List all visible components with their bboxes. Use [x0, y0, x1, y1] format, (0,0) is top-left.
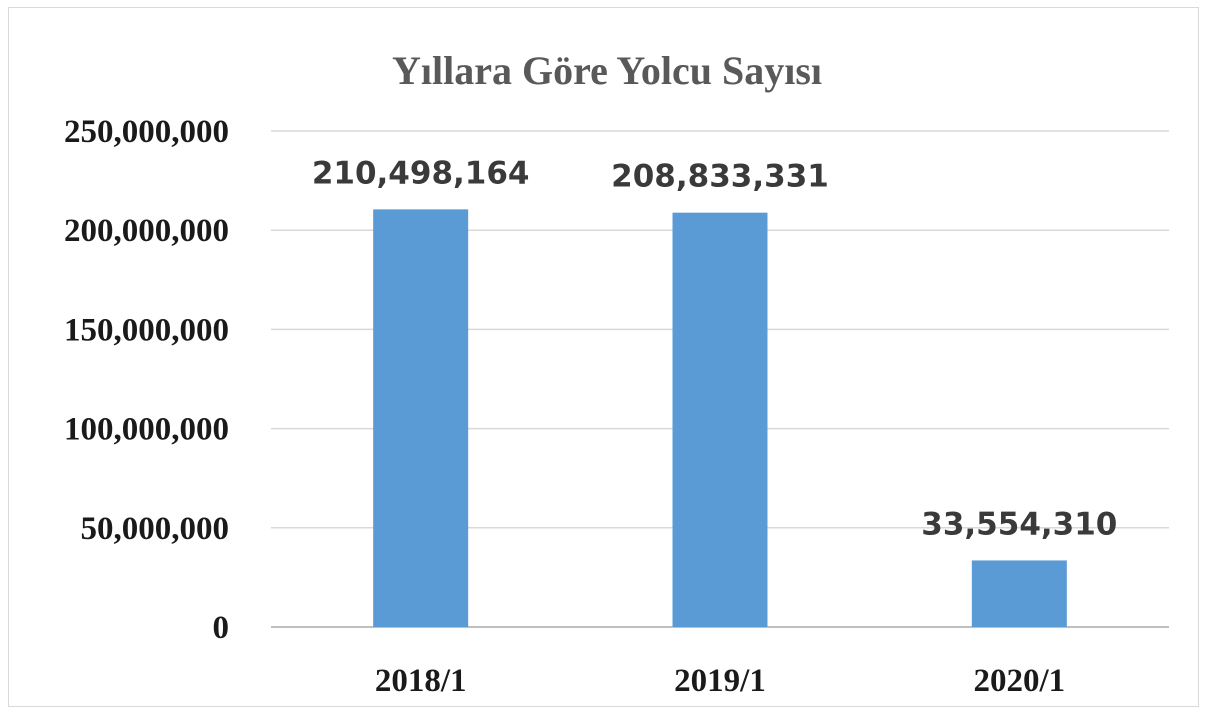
- x-tick-label: 2018/1: [375, 663, 467, 699]
- chart-title: Yıllara Göre Yolcu Sayısı: [392, 48, 822, 93]
- bar: [672, 212, 768, 627]
- x-tick-label: 2020/1: [973, 663, 1065, 699]
- data-label: 208,833,331: [611, 159, 829, 195]
- bar: [971, 560, 1067, 627]
- y-tick-label: 200,000,000: [64, 213, 229, 249]
- y-tick-label: 150,000,000: [64, 312, 229, 348]
- y-tick-label: 0: [213, 610, 230, 646]
- chart-frame: Yıllara Göre Yolcu Sayısı 0 50,000,000 100…: [8, 7, 1199, 707]
- data-label: 33,554,310: [921, 506, 1117, 542]
- bar: [373, 209, 469, 627]
- x-tick-label: 2019/1: [674, 663, 766, 699]
- chart-svg: Yıllara Göre Yolcu Sayısı 0 50,000,000 100…: [64, 48, 1169, 699]
- y-tick-label: 100,000,000: [64, 412, 229, 448]
- bars: [373, 209, 1067, 627]
- data-labels: 210,498,164 208,833,331 33,554,310: [312, 155, 1118, 542]
- y-tick-label: 50,000,000: [81, 511, 230, 547]
- y-axis-ticks: 0 50,000,000 100,000,000 150,000,000 200,000…: [64, 114, 229, 646]
- data-label: 210,498,164: [312, 155, 530, 191]
- x-axis-ticks: 2018/1 2019/1 2020/1: [375, 663, 1065, 699]
- y-tick-label: 250,000,000: [64, 114, 229, 150]
